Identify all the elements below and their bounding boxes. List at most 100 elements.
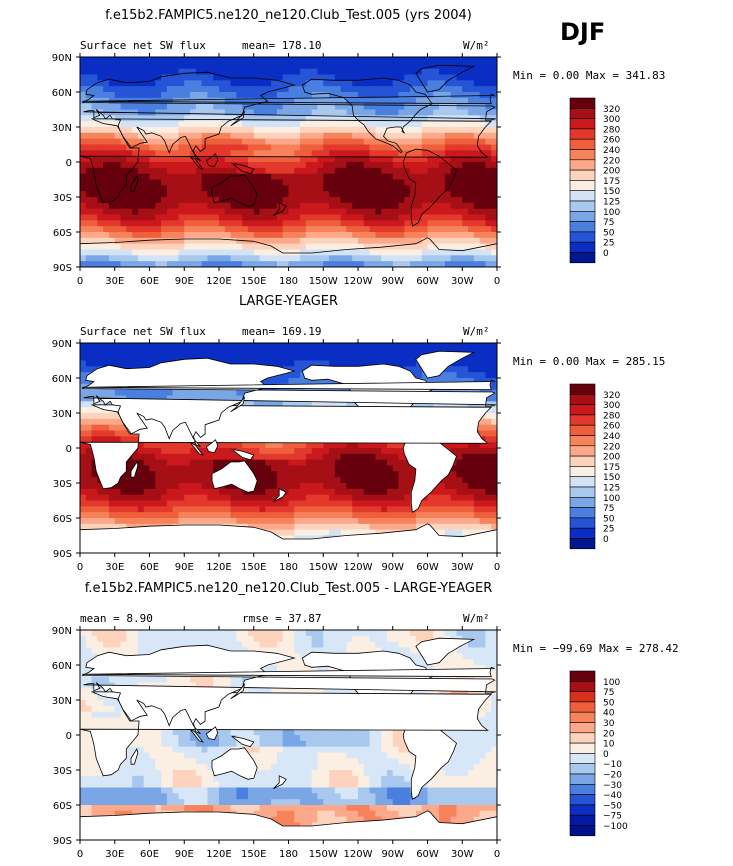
map-cell	[224, 348, 231, 356]
map-cell	[184, 465, 191, 472]
map-cell	[334, 92, 342, 99]
map-cell	[410, 162, 417, 169]
panel-units: W/m²	[463, 325, 490, 338]
map-cell	[132, 360, 139, 367]
map-cell	[253, 249, 260, 256]
map-cell	[201, 237, 208, 245]
map-cell	[265, 378, 272, 385]
map-cell	[80, 173, 87, 180]
map-cell	[485, 413, 492, 420]
map-cell	[85, 512, 92, 519]
map-cell	[161, 80, 168, 87]
map-cell	[161, 232, 168, 239]
map-cell	[288, 453, 295, 461]
map-cell	[410, 243, 417, 250]
map-cell	[137, 115, 145, 122]
map-cell	[91, 156, 98, 163]
map-cell	[311, 232, 318, 239]
map-cell	[178, 179, 185, 186]
map-cell	[195, 68, 203, 75]
map-cell	[103, 62, 110, 70]
map-cell	[468, 179, 475, 186]
landmass	[80, 237, 497, 267]
map-cell	[108, 360, 116, 367]
map-cell	[108, 92, 116, 99]
map-cell	[108, 243, 116, 250]
map-cell	[103, 500, 110, 507]
map-cell	[288, 401, 295, 408]
map-cell	[329, 506, 336, 513]
map-cell	[323, 483, 330, 490]
map-cell	[242, 401, 249, 408]
map-cell	[259, 162, 266, 169]
map-cell	[456, 97, 463, 105]
map-cell	[230, 389, 237, 396]
map-cell	[149, 506, 156, 513]
map-cell	[433, 518, 440, 525]
map-cell	[276, 459, 284, 466]
map-cell	[305, 220, 313, 227]
map-cell	[485, 494, 492, 501]
map-cell	[207, 57, 214, 64]
map-cell	[166, 506, 174, 513]
map-cell	[491, 68, 497, 75]
map-cell	[375, 115, 382, 122]
map-cell	[132, 103, 139, 110]
map-cell	[120, 202, 127, 210]
map-cell	[80, 208, 87, 215]
map-cell	[242, 138, 249, 145]
map-cell	[491, 226, 497, 233]
map-cell	[247, 86, 255, 93]
map-cell	[485, 506, 492, 513]
map-cell	[85, 173, 92, 180]
map-cell	[473, 471, 481, 478]
map-cell	[415, 167, 423, 175]
map-cell	[363, 191, 370, 198]
map-cell	[386, 156, 394, 163]
map-cell	[276, 523, 284, 531]
map-cell	[410, 62, 417, 70]
map-cell	[172, 442, 179, 449]
map-cell	[143, 115, 150, 122]
map-cell	[172, 477, 179, 484]
map-cell	[91, 523, 98, 531]
map-cell	[201, 249, 208, 256]
map-cell	[143, 360, 150, 367]
map-cell	[456, 109, 463, 116]
map-cell	[288, 261, 295, 267]
map-cell	[224, 220, 231, 227]
map-cell	[479, 378, 486, 385]
map-cell	[126, 237, 133, 245]
map-cell	[91, 237, 98, 245]
map-cell	[427, 103, 434, 110]
map-cell	[282, 185, 289, 192]
map-cell	[149, 86, 156, 93]
map-cell	[340, 127, 347, 134]
map-cell	[137, 150, 145, 157]
map-cell	[282, 127, 289, 134]
map-cell	[415, 506, 423, 513]
map-cell	[184, 132, 191, 140]
map-cell	[161, 162, 168, 169]
map-cell	[132, 167, 139, 175]
map-cell	[479, 121, 486, 128]
map-cell	[253, 74, 260, 81]
map-cell	[329, 179, 336, 186]
map-cell	[363, 208, 370, 215]
map-cell	[271, 348, 278, 356]
map-cell	[184, 442, 191, 449]
map-cell	[450, 500, 457, 507]
map-cell	[178, 261, 185, 267]
map-cell	[184, 62, 191, 70]
map-cell	[369, 68, 376, 75]
map-cell	[427, 156, 434, 163]
map-cell	[410, 249, 417, 256]
map-cell	[491, 243, 497, 250]
map-cell	[201, 506, 208, 513]
map-cell	[132, 483, 139, 490]
map-cell	[363, 477, 370, 484]
map-cell	[450, 506, 457, 513]
map-cell	[433, 488, 440, 496]
map-cell	[375, 74, 382, 81]
map-cell	[172, 162, 179, 169]
